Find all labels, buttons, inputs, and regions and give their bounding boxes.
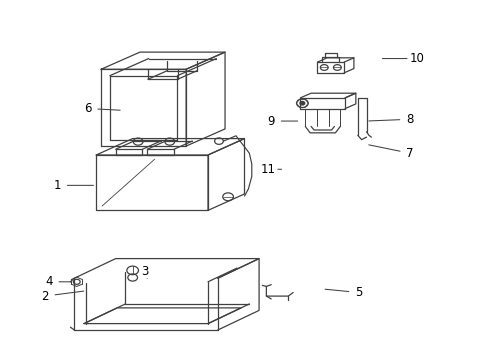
Text: 2: 2 bbox=[41, 289, 49, 303]
Text: 9: 9 bbox=[267, 114, 274, 127]
Text: 3: 3 bbox=[141, 265, 148, 278]
Text: 6: 6 bbox=[84, 102, 91, 115]
Text: 8: 8 bbox=[406, 113, 413, 126]
Text: 4: 4 bbox=[45, 275, 53, 288]
Circle shape bbox=[299, 102, 304, 105]
Text: 11: 11 bbox=[260, 163, 275, 176]
Text: 10: 10 bbox=[409, 52, 424, 65]
Text: 5: 5 bbox=[354, 286, 362, 299]
Text: 1: 1 bbox=[54, 179, 61, 192]
Text: 7: 7 bbox=[405, 147, 413, 160]
